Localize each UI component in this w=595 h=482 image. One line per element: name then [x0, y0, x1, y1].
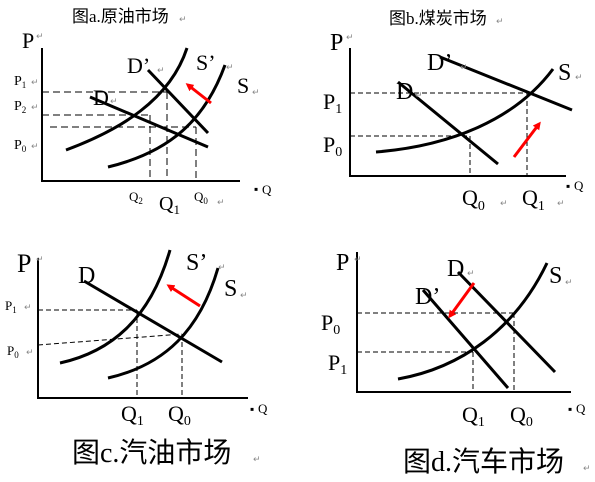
return-mark: ↵ — [36, 32, 44, 42]
panel-a-q-axis-label: Q — [262, 182, 272, 197]
panel-c-q1-label: Q1 — [121, 401, 144, 429]
panel-d-supply-label: S — [549, 263, 562, 289]
panel-a-supply-new-curve — [65, 47, 189, 152]
panel-a-p2-label: P2 — [14, 99, 26, 115]
return-mark: ↵ — [218, 263, 226, 273]
return-mark: ↵ — [26, 348, 34, 358]
panel-a-p1-label: P1 — [14, 74, 26, 90]
return-mark: ↵ — [36, 255, 44, 265]
panel-a-demand-curve — [89, 95, 209, 149]
panel-c-demand-label: D — [78, 263, 95, 289]
return-mark: ↵ — [110, 97, 118, 107]
panel-a-supply-curve — [107, 64, 227, 169]
panel-d-q-axis-dot: ▪ — [568, 402, 572, 416]
panel-b-demand-new-curve — [439, 55, 573, 112]
panel-c-supply-shift-arrow — [166, 284, 201, 308]
panel-c-axes — [37, 258, 248, 399]
panel-a-q-axis-dot: ▪ — [254, 182, 258, 196]
panel-a-q1-label: Q1 — [159, 193, 180, 217]
return-mark: ↵ — [415, 91, 423, 101]
return-mark: ↵ — [467, 269, 475, 279]
return-mark: ↵ — [500, 199, 508, 209]
panel-c-title: 图c.汽油市场 — [72, 437, 231, 469]
panel-b-p0-label: P0 — [323, 132, 342, 160]
return-mark: ↵ — [346, 33, 354, 43]
panel-a-supply-shift-arrow — [185, 83, 212, 105]
return-mark: ↵ — [179, 15, 187, 25]
panel-d-p1-label: P1 — [328, 350, 347, 378]
panel-c-p0-guide — [37, 333, 183, 346]
panel-a-title: 图a.原油市场 — [72, 7, 169, 26]
panel-d-q-axis-label: Q — [576, 401, 586, 416]
return-mark: ↵ — [31, 103, 39, 113]
panel-a-p0-label: P0 — [14, 138, 27, 154]
panel-d-supply-curve — [397, 262, 549, 381]
return-mark: ↵ — [240, 291, 248, 301]
panel-a-supply-new-label: S’ — [196, 50, 216, 75]
panel-c: P ↵ ▪ Q D S’ ↵ S ↵ P1 ↵ P0 ↵ Q1 Q0 图c.汽油… — [5, 249, 268, 469]
return-mark: ↵ — [226, 63, 234, 73]
panel-d-demand-new-label: D’ — [415, 284, 440, 310]
panel-b-demand-new-label: D’ — [427, 50, 452, 76]
panel-a-demand-new-curve — [146, 68, 210, 135]
panel-b-supply-curve — [375, 68, 555, 154]
return-mark: ↵ — [575, 73, 583, 83]
panel-d-demand-new-curve — [421, 289, 510, 389]
panel-c-supply-curve — [107, 267, 220, 380]
return-mark: ↵ — [565, 278, 573, 288]
panel-b: 图b.煤炭市场 ↵ P ↵ ▪ Q D’ ↵ D ↵ S ↵ P1 P0 Q0 … — [323, 9, 584, 214]
return-mark: ↵ — [252, 88, 260, 98]
panel-a-supply-label: S — [237, 73, 249, 98]
panel-b-title: 图b.煤炭市场 — [389, 9, 487, 28]
panel-d: P ↵ ▪ Q D ↵ D’ S ↵ P0 P1 Q1 Q0 图d.汽车市场 ↵ — [321, 250, 591, 478]
panel-a-p-axis-label: P — [22, 28, 34, 53]
panel-a-q0-label: Q0 — [194, 189, 208, 206]
panel-a-demand-label: D — [93, 85, 109, 110]
return-mark: ↵ — [31, 142, 39, 152]
return-mark: ↵ — [354, 255, 362, 265]
panel-d-p0-label: P0 — [321, 310, 340, 338]
panel-c-q-axis-label: Q — [258, 401, 268, 416]
return-mark: ↵ — [253, 455, 261, 465]
return-mark: ↵ — [157, 66, 165, 76]
panel-b-demand-shift-arrow — [512, 121, 541, 158]
return-mark: ↵ — [583, 464, 591, 474]
panel-c-p-axis-label: P — [17, 249, 31, 278]
panel-d-demand-shift-arrow — [448, 282, 476, 319]
return-mark: ↵ — [460, 63, 468, 73]
panel-d-title: 图d.汽车市场 — [403, 446, 564, 478]
panel-c-demand-curve — [83, 279, 223, 364]
return-mark: ↵ — [496, 17, 504, 27]
panel-c-supply-label: S — [224, 276, 237, 302]
panel-d-demand-curve — [456, 270, 557, 374]
panel-b-q-axis-dot: ▪ — [566, 179, 570, 193]
panel-d-q1-label: Q1 — [462, 402, 485, 430]
panel-c-supply-new-label: S’ — [186, 250, 207, 276]
panel-d-demand-label: D — [447, 256, 464, 282]
panel-d-p-axis-label: P — [336, 250, 349, 276]
return-mark: ↵ — [217, 198, 225, 208]
panel-d-q0-label: Q0 — [510, 402, 533, 430]
return-mark: ↵ — [31, 78, 39, 88]
panel-b-p-axis-label: P — [330, 30, 343, 56]
panel-b-demand-curve — [397, 80, 499, 166]
panel-b-supply-label: S — [558, 60, 571, 86]
panel-a-q2-label: Q2 — [129, 189, 143, 206]
panel-d-axes — [356, 252, 571, 393]
panel-c-p0-label: P0 — [7, 343, 19, 360]
panel-c-q-axis-dot: ▪ — [250, 402, 254, 416]
panel-b-q-axis-label: Q — [574, 178, 584, 193]
panel-c-p1-label: P1 — [5, 298, 17, 315]
return-mark: ↵ — [24, 303, 32, 313]
return-mark: ↵ — [557, 199, 565, 209]
panel-b-demand-label: D — [396, 79, 413, 105]
panel-a-demand-new-label: D’ — [127, 53, 150, 78]
panel-b-q0-label: Q0 — [462, 185, 485, 214]
panel-b-p1-label: P1 — [323, 89, 342, 117]
panel-c-supply-new-curve — [59, 249, 172, 365]
panel-c-q0-label: Q0 — [168, 401, 191, 429]
panel-a: 图a.原油市场 ↵ P ↵ ▪ Q D’ ↵ D ↵ S’ ↵ S ↵ P1 ↵… — [14, 7, 272, 217]
panel-b-axes — [349, 48, 566, 177]
panel-b-q1-label: Q1 — [522, 185, 545, 214]
